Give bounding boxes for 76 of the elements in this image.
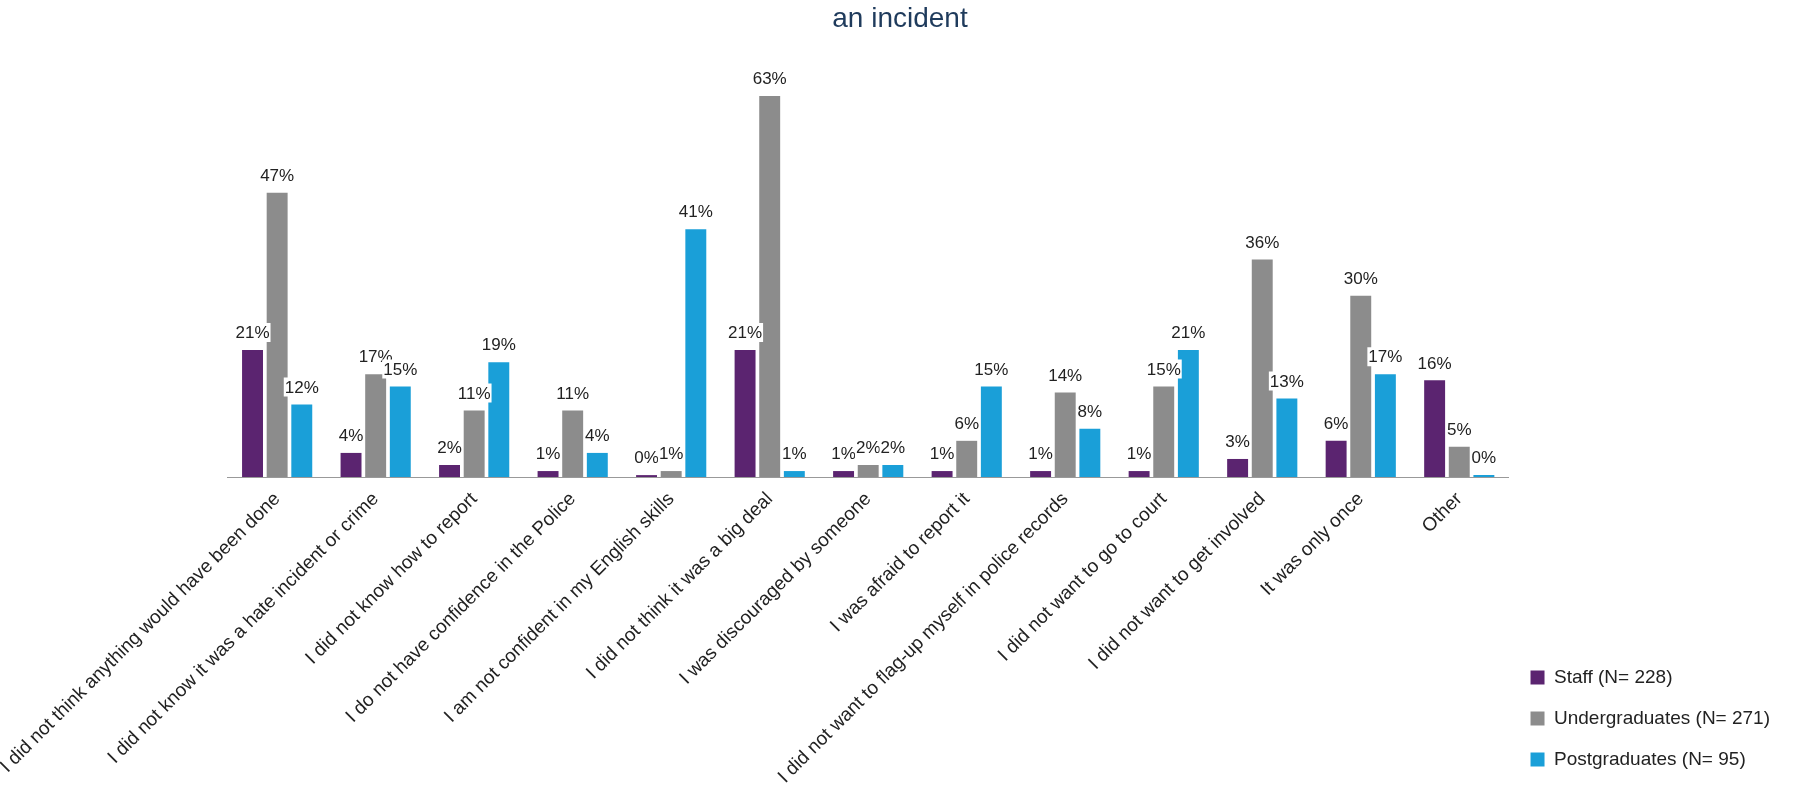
bar <box>463 410 485 478</box>
data-label: 14% <box>1048 365 1083 385</box>
data-label: 36% <box>1245 232 1280 252</box>
data-label: 4% <box>585 426 610 446</box>
chart-title: an incident <box>832 1 968 33</box>
bar <box>1079 428 1101 478</box>
data-label: 47% <box>260 166 295 186</box>
bar <box>242 350 263 478</box>
bar <box>389 386 411 478</box>
bar <box>439 465 461 478</box>
data-label: 21% <box>1171 323 1206 343</box>
bar <box>783 471 805 478</box>
data-label: 0% <box>634 448 659 468</box>
data-label: 6% <box>954 414 979 434</box>
bar <box>488 362 510 478</box>
bar <box>734 350 756 478</box>
bar <box>980 386 1002 478</box>
bar <box>636 475 658 478</box>
data-label: 11% <box>556 383 590 403</box>
data-label: 17% <box>1368 347 1403 367</box>
legend-label: Undergraduates (N= 271) <box>1554 706 1771 728</box>
data-label: 8% <box>1077 401 1103 421</box>
bar <box>1054 392 1076 478</box>
bar <box>340 452 362 478</box>
bar <box>1325 440 1347 478</box>
data-label: 0% <box>1471 448 1497 468</box>
bar <box>1374 374 1396 478</box>
data-label: 19% <box>481 335 516 355</box>
data-label: 2% <box>855 438 881 458</box>
bar <box>833 471 855 478</box>
bar <box>685 229 707 478</box>
bar <box>1153 386 1175 478</box>
bar <box>1473 475 1495 478</box>
data-label: 16% <box>1417 353 1452 373</box>
data-label: 21% <box>235 323 270 343</box>
data-label: 21% <box>728 323 763 343</box>
data-label: 4% <box>338 426 364 446</box>
bar <box>882 465 904 478</box>
data-label: 1% <box>1028 444 1053 464</box>
bar <box>1030 471 1052 478</box>
bar <box>1424 380 1446 478</box>
data-label: 3% <box>1225 432 1250 452</box>
bar <box>660 471 682 478</box>
bar <box>1128 471 1150 478</box>
data-label: 15% <box>974 359 1009 379</box>
bar <box>857 465 879 478</box>
bar <box>1448 446 1470 478</box>
data-label: 5% <box>1446 420 1472 440</box>
data-label: 15% <box>1146 359 1181 379</box>
data-label: 6% <box>1323 414 1349 434</box>
bar <box>956 440 978 478</box>
data-label: 12% <box>284 377 319 397</box>
bar <box>586 452 608 478</box>
data-label: 13% <box>1269 371 1304 391</box>
data-label: 1% <box>929 444 955 464</box>
data-label: 11% <box>457 383 491 403</box>
data-label: 41% <box>678 202 713 222</box>
bar <box>365 374 387 478</box>
bar <box>1227 458 1249 478</box>
data-label: 30% <box>1343 268 1378 288</box>
bar <box>562 410 584 478</box>
bar <box>1276 398 1298 478</box>
data-label: 1% <box>831 444 856 464</box>
bar <box>1251 259 1273 478</box>
data-label: 63% <box>752 69 787 89</box>
legend-label: Staff (N= 228) <box>1554 665 1673 687</box>
data-label: 2% <box>880 438 906 458</box>
data-label: 1% <box>658 444 684 464</box>
bar <box>931 471 953 478</box>
data-label: 1% <box>535 444 561 464</box>
data-label: 1% <box>1126 444 1152 464</box>
bar <box>537 471 559 478</box>
data-label: 1% <box>782 444 807 464</box>
data-label: 2% <box>437 438 462 458</box>
legend-label: Postgraduates (N= 95) <box>1554 747 1746 769</box>
bar <box>291 404 313 478</box>
